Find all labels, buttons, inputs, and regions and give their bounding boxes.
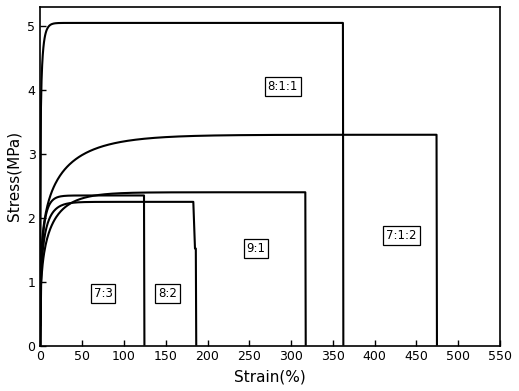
Text: 7:1:2: 7:1:2 [386, 229, 417, 242]
Text: 9:1: 9:1 [247, 242, 266, 255]
Text: 8:2: 8:2 [158, 287, 177, 300]
Y-axis label: Stress(MPa): Stress(MPa) [7, 131, 22, 221]
X-axis label: Strain(%): Strain(%) [235, 369, 306, 384]
Text: 7:3: 7:3 [93, 287, 113, 300]
Text: 8:1:1: 8:1:1 [268, 80, 298, 93]
